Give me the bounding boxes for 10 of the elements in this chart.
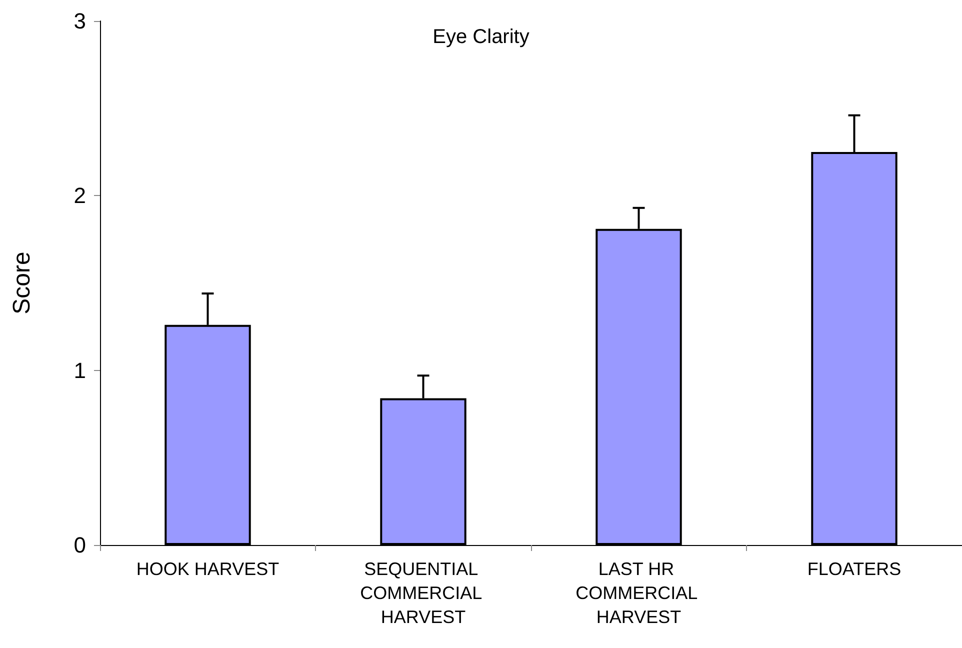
y-tick-label: 0 bbox=[74, 532, 86, 558]
x-tick-label: LAST HR COMMERCIAL HARVEST bbox=[576, 559, 702, 627]
x-tick-label: FLOATERS bbox=[807, 559, 902, 579]
y-tick-label: 2 bbox=[74, 183, 86, 208]
y-axis-title: Score bbox=[8, 252, 36, 314]
x-tick-label: SEQUENTIAL COMMERCIAL HARVEST bbox=[360, 559, 486, 627]
x-tick-label: HOOK HARVEST bbox=[136, 559, 280, 579]
chart-title: Eye Clarity bbox=[432, 26, 530, 48]
y-tick-label: 1 bbox=[74, 358, 86, 383]
y-tick-label: 3 bbox=[74, 8, 86, 34]
